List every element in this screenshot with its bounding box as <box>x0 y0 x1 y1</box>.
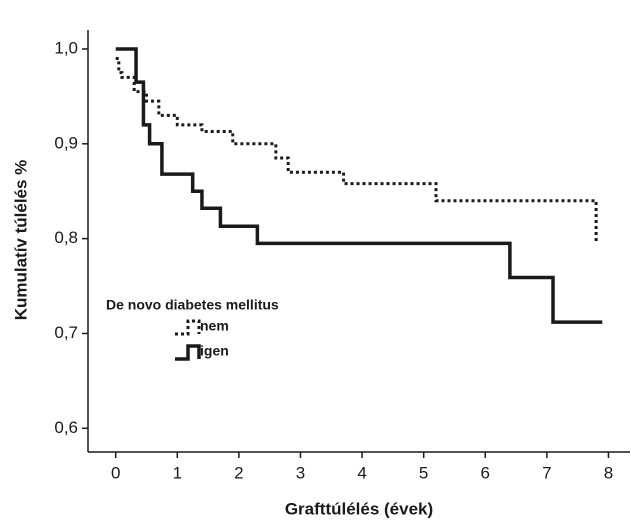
legend-swatch <box>175 319 201 336</box>
y-tick-label: 0,6 <box>54 418 78 437</box>
x-tick-label: 4 <box>357 463 366 482</box>
x-tick-label: 5 <box>419 463 428 482</box>
survival-line <box>115 47 603 324</box>
legend-swatch <box>175 344 201 361</box>
x-tick-label: 1 <box>173 463 182 482</box>
survival-line <box>115 56 598 244</box>
x-tick-label: 7 <box>542 463 551 482</box>
x-tick-label: 8 <box>604 463 613 482</box>
legend-label: nem <box>200 318 229 334</box>
legend-title: De novo diabetes mellitus <box>106 297 279 313</box>
y-tick-label: 0,9 <box>54 133 78 152</box>
x-tick-label: 6 <box>481 463 490 482</box>
x-tick-label: 2 <box>234 463 243 482</box>
x-axis-title: Grafttúlélés (évek) <box>285 499 433 518</box>
x-tick-label: 3 <box>296 463 305 482</box>
y-tick-label: 0,8 <box>54 228 78 247</box>
x-tick-label: 0 <box>111 463 120 482</box>
y-tick-label: 0,7 <box>54 323 78 342</box>
y-tick-label: 1,0 <box>54 38 78 57</box>
y-axis-title: Kumulatív túlélés % <box>11 160 30 321</box>
legend-label: igen <box>200 343 229 359</box>
